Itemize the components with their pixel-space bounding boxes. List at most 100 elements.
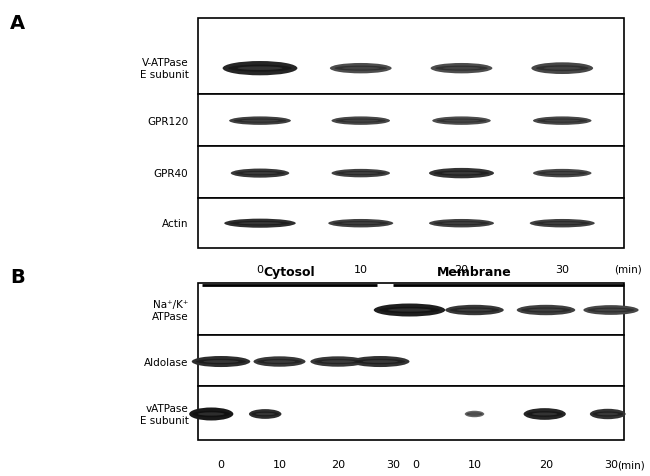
Ellipse shape (532, 413, 557, 416)
Bar (198, 283, 624, 336)
Ellipse shape (543, 68, 581, 70)
Ellipse shape (432, 117, 491, 126)
Ellipse shape (192, 356, 250, 367)
Ellipse shape (466, 413, 483, 416)
Ellipse shape (469, 413, 480, 415)
Ellipse shape (229, 117, 291, 126)
Ellipse shape (517, 305, 575, 316)
Ellipse shape (234, 119, 286, 123)
Text: Aldolase: Aldolase (144, 357, 188, 367)
Ellipse shape (434, 222, 489, 226)
Ellipse shape (332, 169, 390, 178)
Ellipse shape (445, 305, 504, 316)
Ellipse shape (229, 221, 291, 226)
Ellipse shape (336, 119, 385, 123)
Ellipse shape (238, 67, 282, 71)
Ellipse shape (224, 219, 296, 228)
Ellipse shape (379, 307, 440, 314)
Ellipse shape (532, 63, 593, 75)
Ellipse shape (526, 411, 563, 417)
Ellipse shape (442, 172, 481, 175)
Text: (min): (min) (614, 264, 642, 274)
Ellipse shape (590, 409, 625, 419)
Text: 30: 30 (604, 459, 618, 469)
Text: GPR40: GPR40 (154, 169, 188, 178)
Ellipse shape (533, 169, 592, 178)
Ellipse shape (343, 68, 380, 70)
Ellipse shape (249, 409, 281, 419)
Ellipse shape (343, 173, 378, 175)
Ellipse shape (242, 120, 278, 122)
Ellipse shape (311, 357, 365, 367)
Ellipse shape (351, 356, 410, 367)
Bar (198, 336, 624, 387)
Ellipse shape (235, 171, 285, 176)
Bar (198, 387, 624, 440)
Ellipse shape (465, 411, 484, 417)
Ellipse shape (442, 223, 481, 225)
Text: 10: 10 (467, 459, 482, 469)
Ellipse shape (538, 172, 587, 176)
Ellipse shape (356, 359, 405, 365)
Text: B: B (10, 268, 25, 287)
Text: (min): (min) (618, 459, 645, 469)
Ellipse shape (545, 120, 580, 122)
Ellipse shape (330, 64, 391, 74)
Ellipse shape (321, 360, 355, 363)
Text: 10: 10 (272, 459, 287, 469)
Text: Na⁺/K⁺
ATPase: Na⁺/K⁺ ATPase (152, 299, 188, 321)
Text: 30: 30 (555, 264, 569, 274)
Bar (198, 95, 624, 147)
Text: 0: 0 (257, 264, 263, 274)
Ellipse shape (335, 67, 387, 71)
Ellipse shape (374, 304, 445, 317)
Text: 20: 20 (539, 459, 553, 469)
Text: V-ATPase
E subunit: V-ATPase E subunit (140, 58, 188, 80)
Ellipse shape (450, 308, 499, 313)
Text: A: A (10, 14, 25, 33)
Bar (198, 19, 624, 95)
Ellipse shape (436, 67, 488, 71)
Text: 20: 20 (331, 459, 345, 469)
Ellipse shape (543, 223, 582, 225)
Ellipse shape (594, 309, 628, 312)
Text: Membrane: Membrane (437, 266, 512, 278)
Ellipse shape (264, 360, 295, 363)
Bar (198, 147, 624, 198)
Ellipse shape (198, 413, 224, 416)
Ellipse shape (252, 412, 279, 416)
Ellipse shape (521, 308, 571, 313)
Ellipse shape (189, 407, 233, 421)
Ellipse shape (228, 66, 292, 72)
Text: Cytosol: Cytosol (263, 266, 315, 278)
Ellipse shape (388, 309, 431, 312)
Ellipse shape (242, 173, 278, 175)
Ellipse shape (341, 223, 380, 225)
Text: 30: 30 (386, 459, 400, 469)
Bar (198, 198, 624, 249)
Ellipse shape (434, 171, 489, 176)
Text: vATPase
E subunit: vATPase E subunit (140, 403, 188, 425)
Ellipse shape (239, 223, 281, 225)
Ellipse shape (363, 360, 398, 363)
Ellipse shape (437, 119, 486, 123)
Ellipse shape (255, 413, 275, 416)
Ellipse shape (545, 173, 580, 175)
Ellipse shape (528, 309, 564, 312)
Ellipse shape (328, 219, 393, 228)
Ellipse shape (343, 120, 378, 122)
Text: 10: 10 (354, 264, 368, 274)
Ellipse shape (533, 117, 592, 126)
Ellipse shape (534, 222, 590, 226)
Ellipse shape (192, 411, 230, 417)
Ellipse shape (444, 120, 479, 122)
Ellipse shape (333, 222, 389, 226)
Ellipse shape (457, 309, 492, 312)
Ellipse shape (584, 306, 638, 315)
Ellipse shape (588, 308, 634, 313)
Ellipse shape (203, 360, 239, 363)
Ellipse shape (430, 64, 493, 74)
Ellipse shape (538, 119, 587, 123)
Text: 0: 0 (218, 459, 224, 469)
Ellipse shape (257, 359, 302, 364)
